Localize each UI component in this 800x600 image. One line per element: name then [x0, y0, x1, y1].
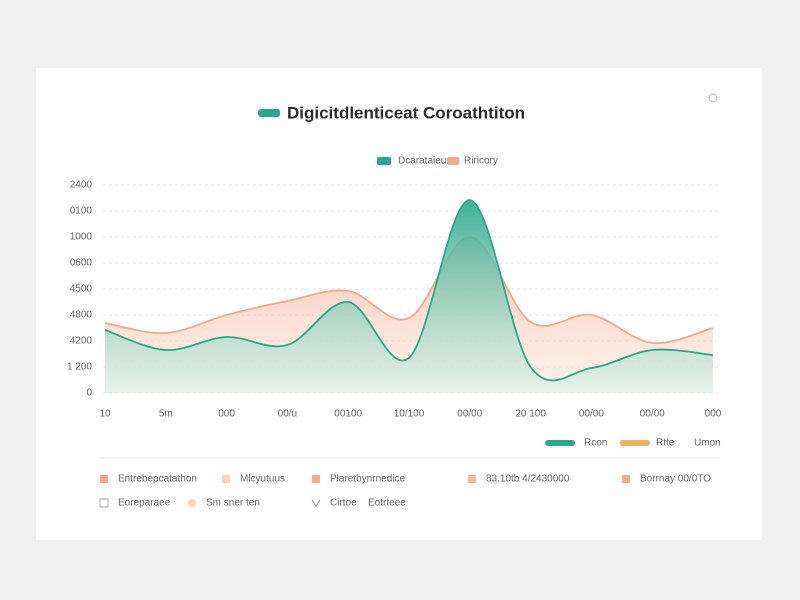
area-fill [105, 199, 713, 393]
chart-title: Digicitdlenticeat Coroathtiton [287, 103, 525, 122]
note-checkbox [99, 498, 109, 508]
legend-swatch [377, 157, 391, 165]
x-tick-label: 00/00 [457, 409, 482, 420]
legend-label: Riricory [464, 156, 498, 167]
note-text: Entrebepcatathon [118, 474, 197, 485]
y-tick-label: 0 [86, 388, 92, 399]
legend-label: Dcarataieur [398, 156, 450, 167]
x-tick-label: 10/100 [394, 409, 425, 420]
note-text: 83.10tb 4/2430000 [486, 474, 570, 485]
y-tick-label: 1 200 [67, 362, 92, 373]
y-tick-label: 1000 [70, 232, 93, 243]
note-swatch [622, 475, 630, 483]
note-swatch [468, 475, 476, 483]
legend-swatch [545, 440, 575, 446]
note-swatch [312, 475, 320, 483]
note-text: Mlcyutuus [240, 474, 285, 485]
close-icon[interactable] [708, 93, 718, 103]
series-line [104, 199, 714, 382]
x-tick-label: 00/u [278, 409, 297, 420]
note-swatch [100, 475, 108, 483]
title-icon [258, 109, 280, 117]
x-tick-label: 10 [99, 409, 111, 420]
note-text: Eoreparaee [118, 498, 171, 509]
note-swatch [222, 475, 230, 483]
note-text: Sm sner ten [206, 498, 260, 509]
x-tick-label: 5m [159, 409, 173, 420]
note-text: Plaretbynrnedice [330, 474, 405, 485]
y-tick-label: 4500 [70, 284, 93, 295]
x-tick-label: 00/00 [640, 409, 665, 420]
x-tick-label: 000 [705, 409, 722, 420]
x-tick-label: 000 [218, 409, 235, 420]
legend-swatch [447, 157, 459, 165]
legend-label: Rcon [584, 438, 607, 449]
note-text: Borrnay 00/0TO [640, 474, 711, 485]
note-text: Eotrteee [368, 498, 406, 509]
note-icon [311, 499, 321, 507]
note-text: Cirtoe [330, 498, 357, 509]
note-icon [188, 499, 196, 507]
y-tick-label: 4200 [70, 336, 93, 347]
y-tick-label: 4800 [70, 310, 93, 321]
x-tick-label: 20 100 [515, 409, 546, 420]
x-tick-label: 00/00 [579, 409, 604, 420]
legend-label: Umon [694, 438, 721, 449]
series-line [104, 236, 714, 345]
y-tick-label: 0100 [70, 206, 93, 217]
y-tick-label: 0600 [70, 258, 93, 269]
y-tick-label: 2400 [70, 180, 93, 191]
legend-label: Rtte [656, 438, 675, 449]
card [36, 68, 762, 540]
x-tick-label: 00100 [334, 409, 362, 420]
legend-swatch [620, 440, 650, 446]
